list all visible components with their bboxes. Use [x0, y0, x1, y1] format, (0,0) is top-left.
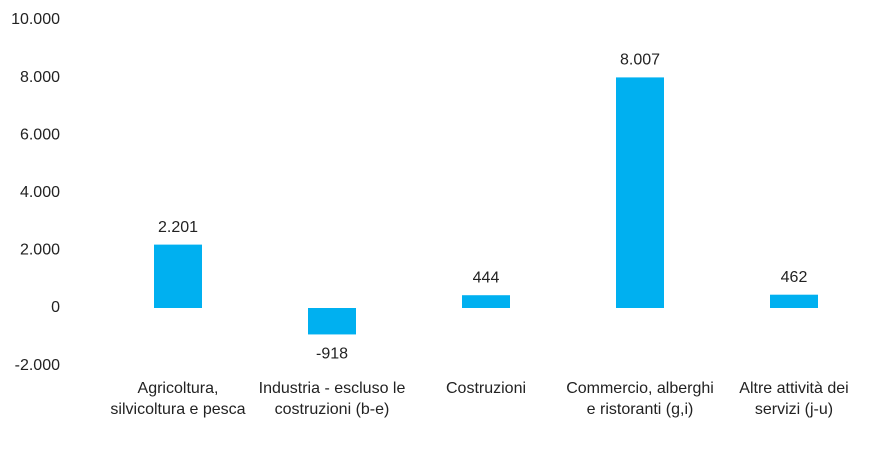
y-tick-label: 2.000: [20, 242, 60, 259]
y-tick-label: 4.000: [20, 184, 60, 201]
data-label: 2.201: [158, 219, 198, 236]
bar: [770, 294, 818, 308]
y-tick-label: 6.000: [20, 126, 60, 143]
data-label: -918: [316, 346, 348, 363]
data-label: 444: [473, 269, 500, 286]
y-tick-label: 8.000: [20, 69, 60, 86]
x-tick-label: Agricoltura, silvicoltura e pesca: [110, 380, 246, 418]
x-tick-label: Commercio, alberghi e ristoranti (g,i): [566, 380, 714, 418]
y-tick-label: -2.000: [15, 357, 60, 374]
data-label: 8.007: [620, 52, 660, 69]
x-tick-label: Industria - escluso le costruzioni (b-e): [258, 380, 406, 418]
y-tick-label: 0: [51, 299, 60, 316]
x-tick-label: Costruzioni: [445, 380, 527, 397]
data-label: 462: [781, 269, 808, 286]
y-tick-label: 10.000: [11, 11, 60, 28]
bar: [462, 295, 510, 308]
bar: [616, 77, 664, 308]
bar: [154, 244, 202, 308]
x-tick-label: Altre attività dei servizi (j-u): [739, 380, 849, 418]
bar: [308, 308, 356, 335]
